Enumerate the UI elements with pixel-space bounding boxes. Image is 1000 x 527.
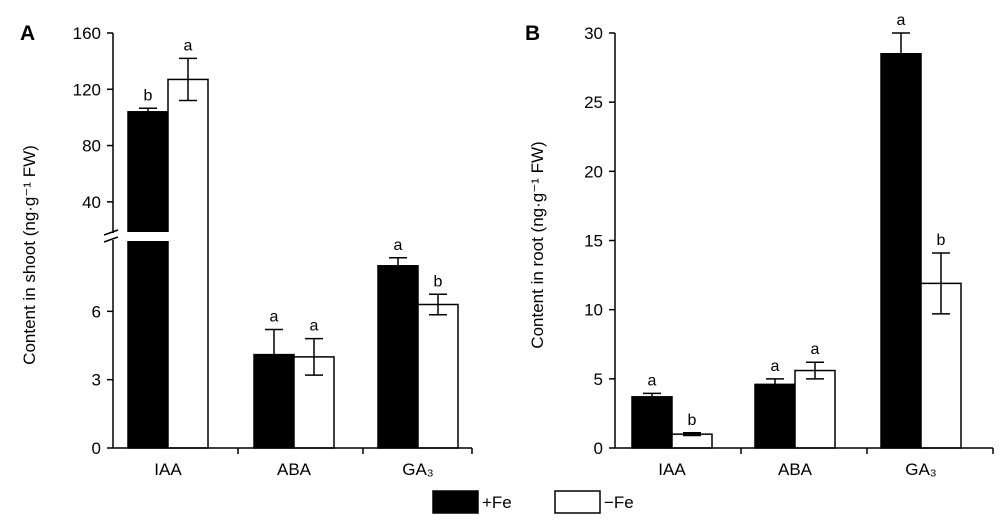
y-tick-label: 15: [584, 232, 603, 251]
y-tick-label: 40: [82, 193, 101, 212]
bar-a-iaa-plus-fe: [127, 111, 169, 449]
x-tick-label: GA₃: [905, 460, 937, 479]
bar-a-iaa-minus-fe: [167, 78, 209, 449]
bar-b-ga-plus-fe: [880, 53, 922, 449]
significance-letter: b: [144, 87, 153, 104]
y-tick-label: 20: [584, 162, 603, 181]
y-tick-label: 0: [594, 439, 603, 458]
bar-b-aba-minus-fe: [794, 369, 836, 449]
significance-letter: a: [811, 341, 820, 358]
y-tick-label: 120: [73, 80, 101, 99]
y-axis-label: Content in shoot (ng·g⁻¹ FW): [20, 145, 39, 365]
legend-label-plus-fe: +Fe: [482, 493, 512, 512]
significance-letter: a: [270, 309, 279, 326]
y-tick-label: 160: [73, 24, 101, 43]
panel-b: a b IAA a a ABA a b GA₃ 0 5 10 15 20 25 30 B Content in r…: [525, 12, 994, 479]
bar-b-aba-plus-fe: [754, 383, 796, 449]
axis-break-mark: [103, 229, 119, 236]
y-tick-label: 0: [92, 439, 101, 458]
y-tick-label: 30: [584, 24, 603, 43]
bar-a-ga-minus-fe: [417, 303, 459, 449]
x-tick-label: IAA: [658, 460, 686, 479]
significance-letter: a: [897, 12, 906, 29]
bar-a-ga-plus-fe: [377, 265, 419, 449]
y-tick-label: 6: [92, 302, 101, 321]
x-tick-label: ABA: [277, 460, 312, 479]
legend-swatch-plus-fe: [432, 490, 479, 514]
x-tick-label: ABA: [778, 460, 813, 479]
y-tick-label: 5: [594, 370, 603, 389]
y-tick-label: 25: [584, 93, 603, 112]
significance-letter: a: [648, 372, 657, 389]
panel-label: B: [525, 22, 540, 45]
legend-label-minus-fe: −Fe: [604, 493, 634, 512]
significance-letter: b: [937, 232, 946, 249]
significance-letter: a: [394, 237, 403, 254]
significance-letter: b: [688, 412, 697, 429]
legend-swatch-minus-fe: [554, 490, 601, 514]
y-tick-label: 10: [584, 301, 603, 320]
y-axis-label: Content in root (ng·g⁻¹ FW): [528, 141, 547, 348]
axis-break-gap: [101, 232, 171, 241]
axis-break-mark: [103, 236, 119, 243]
y-tick-label: 3: [92, 371, 101, 390]
significance-letter: a: [310, 318, 319, 335]
x-tick-label: IAA: [154, 460, 182, 479]
y-tick-label: 80: [82, 137, 101, 156]
bar-b-iaa-plus-fe: [631, 396, 673, 449]
legend: +Fe −Fe: [432, 490, 634, 514]
panel-a: b a IAA a a ABA a b GA₃ 0 3 6 40 80 120 160 A Content in …: [20, 22, 473, 479]
significance-letter: a: [771, 358, 780, 375]
significance-letter: b: [434, 273, 443, 290]
significance-letter: a: [184, 37, 193, 54]
x-tick-label: GA₃: [402, 460, 434, 479]
panel-label: A: [20, 22, 35, 45]
